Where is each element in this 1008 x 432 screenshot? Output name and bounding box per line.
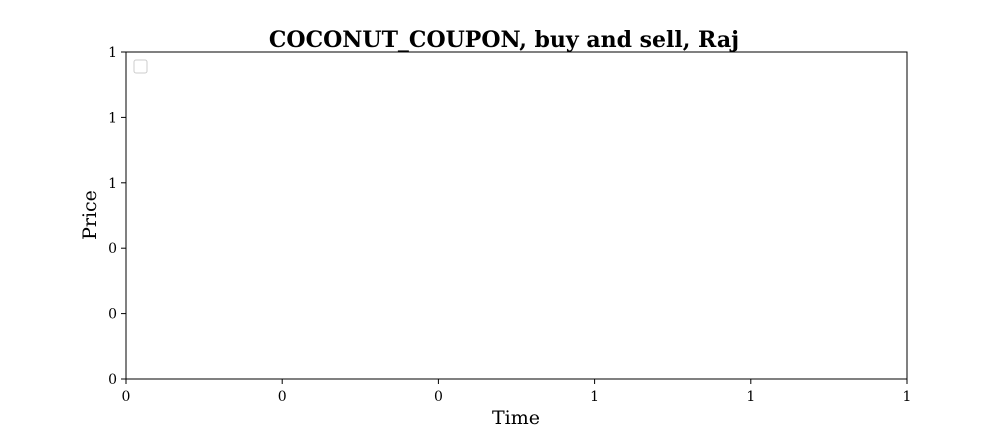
x-axis-ticks: 0 0 0 1 1 1 — [122, 379, 912, 405]
y-tick-label: 1 — [108, 45, 117, 61]
chart-title: COCONUT_COUPON, buy and sell, Raj — [269, 27, 739, 53]
x-axis-label: Time — [492, 407, 540, 429]
y-tick-label: 1 — [108, 176, 117, 192]
x-tick-label: 1 — [590, 389, 599, 405]
x-tick-label: 1 — [903, 389, 912, 405]
plot-area — [125, 51, 908, 380]
y-tick-label: 0 — [108, 372, 117, 388]
legend-box — [133, 59, 148, 74]
x-tick-label: 0 — [434, 389, 443, 405]
x-tick-label: 0 — [278, 389, 287, 405]
y-tick-label: 1 — [108, 110, 117, 126]
x-tick-label: 1 — [746, 389, 755, 405]
x-tick-label: 0 — [122, 389, 131, 405]
y-tick-label: 0 — [108, 241, 117, 257]
y-tick-label: 0 — [108, 307, 117, 323]
y-axis-label: Price — [79, 190, 101, 240]
y-axis-ticks: 0 0 0 1 1 1 — [108, 45, 126, 388]
